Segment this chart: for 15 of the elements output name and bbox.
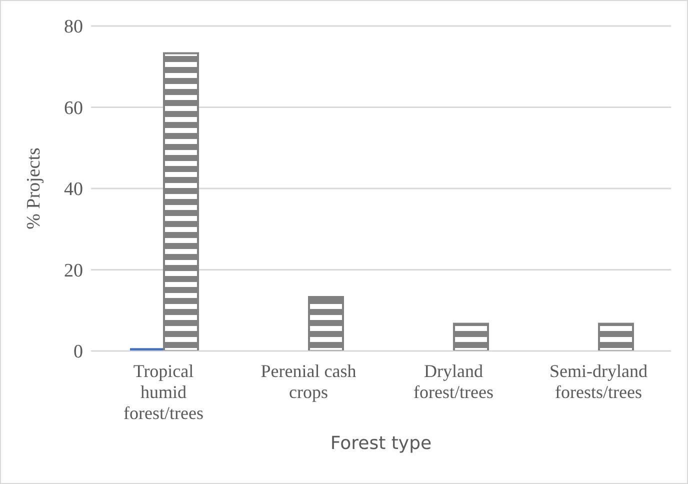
bar — [453, 322, 489, 351]
y-tick-label: 20 — [64, 260, 83, 282]
x-tick-label: Semi-dryland forests/trees — [550, 361, 648, 402]
bar — [163, 52, 199, 351]
x-tick-label: Dryland forest/trees — [414, 361, 494, 402]
bar — [308, 296, 344, 351]
y-tick-label: 60 — [64, 98, 83, 119]
y-axis-title: % Projects — [24, 148, 45, 230]
x-axis-title: Forest type — [330, 433, 432, 454]
bar — [598, 322, 634, 351]
y-tick-label: 80 — [64, 16, 83, 38]
x-tick-label: Tropical humid forest/trees — [124, 361, 204, 423]
x-tick-label: Perenial cash crops — [260, 361, 356, 402]
y-tick-label: 40 — [64, 179, 83, 200]
y-tick-label: 0 — [74, 342, 83, 363]
